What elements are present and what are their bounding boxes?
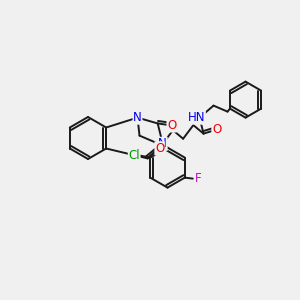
Text: HN: HN xyxy=(188,111,205,124)
Text: F: F xyxy=(194,172,201,185)
Text: O: O xyxy=(155,142,164,155)
Text: N: N xyxy=(158,137,167,150)
Text: O: O xyxy=(212,123,221,136)
Text: N: N xyxy=(133,111,142,124)
Text: O: O xyxy=(167,119,176,132)
Text: Cl: Cl xyxy=(128,149,140,162)
